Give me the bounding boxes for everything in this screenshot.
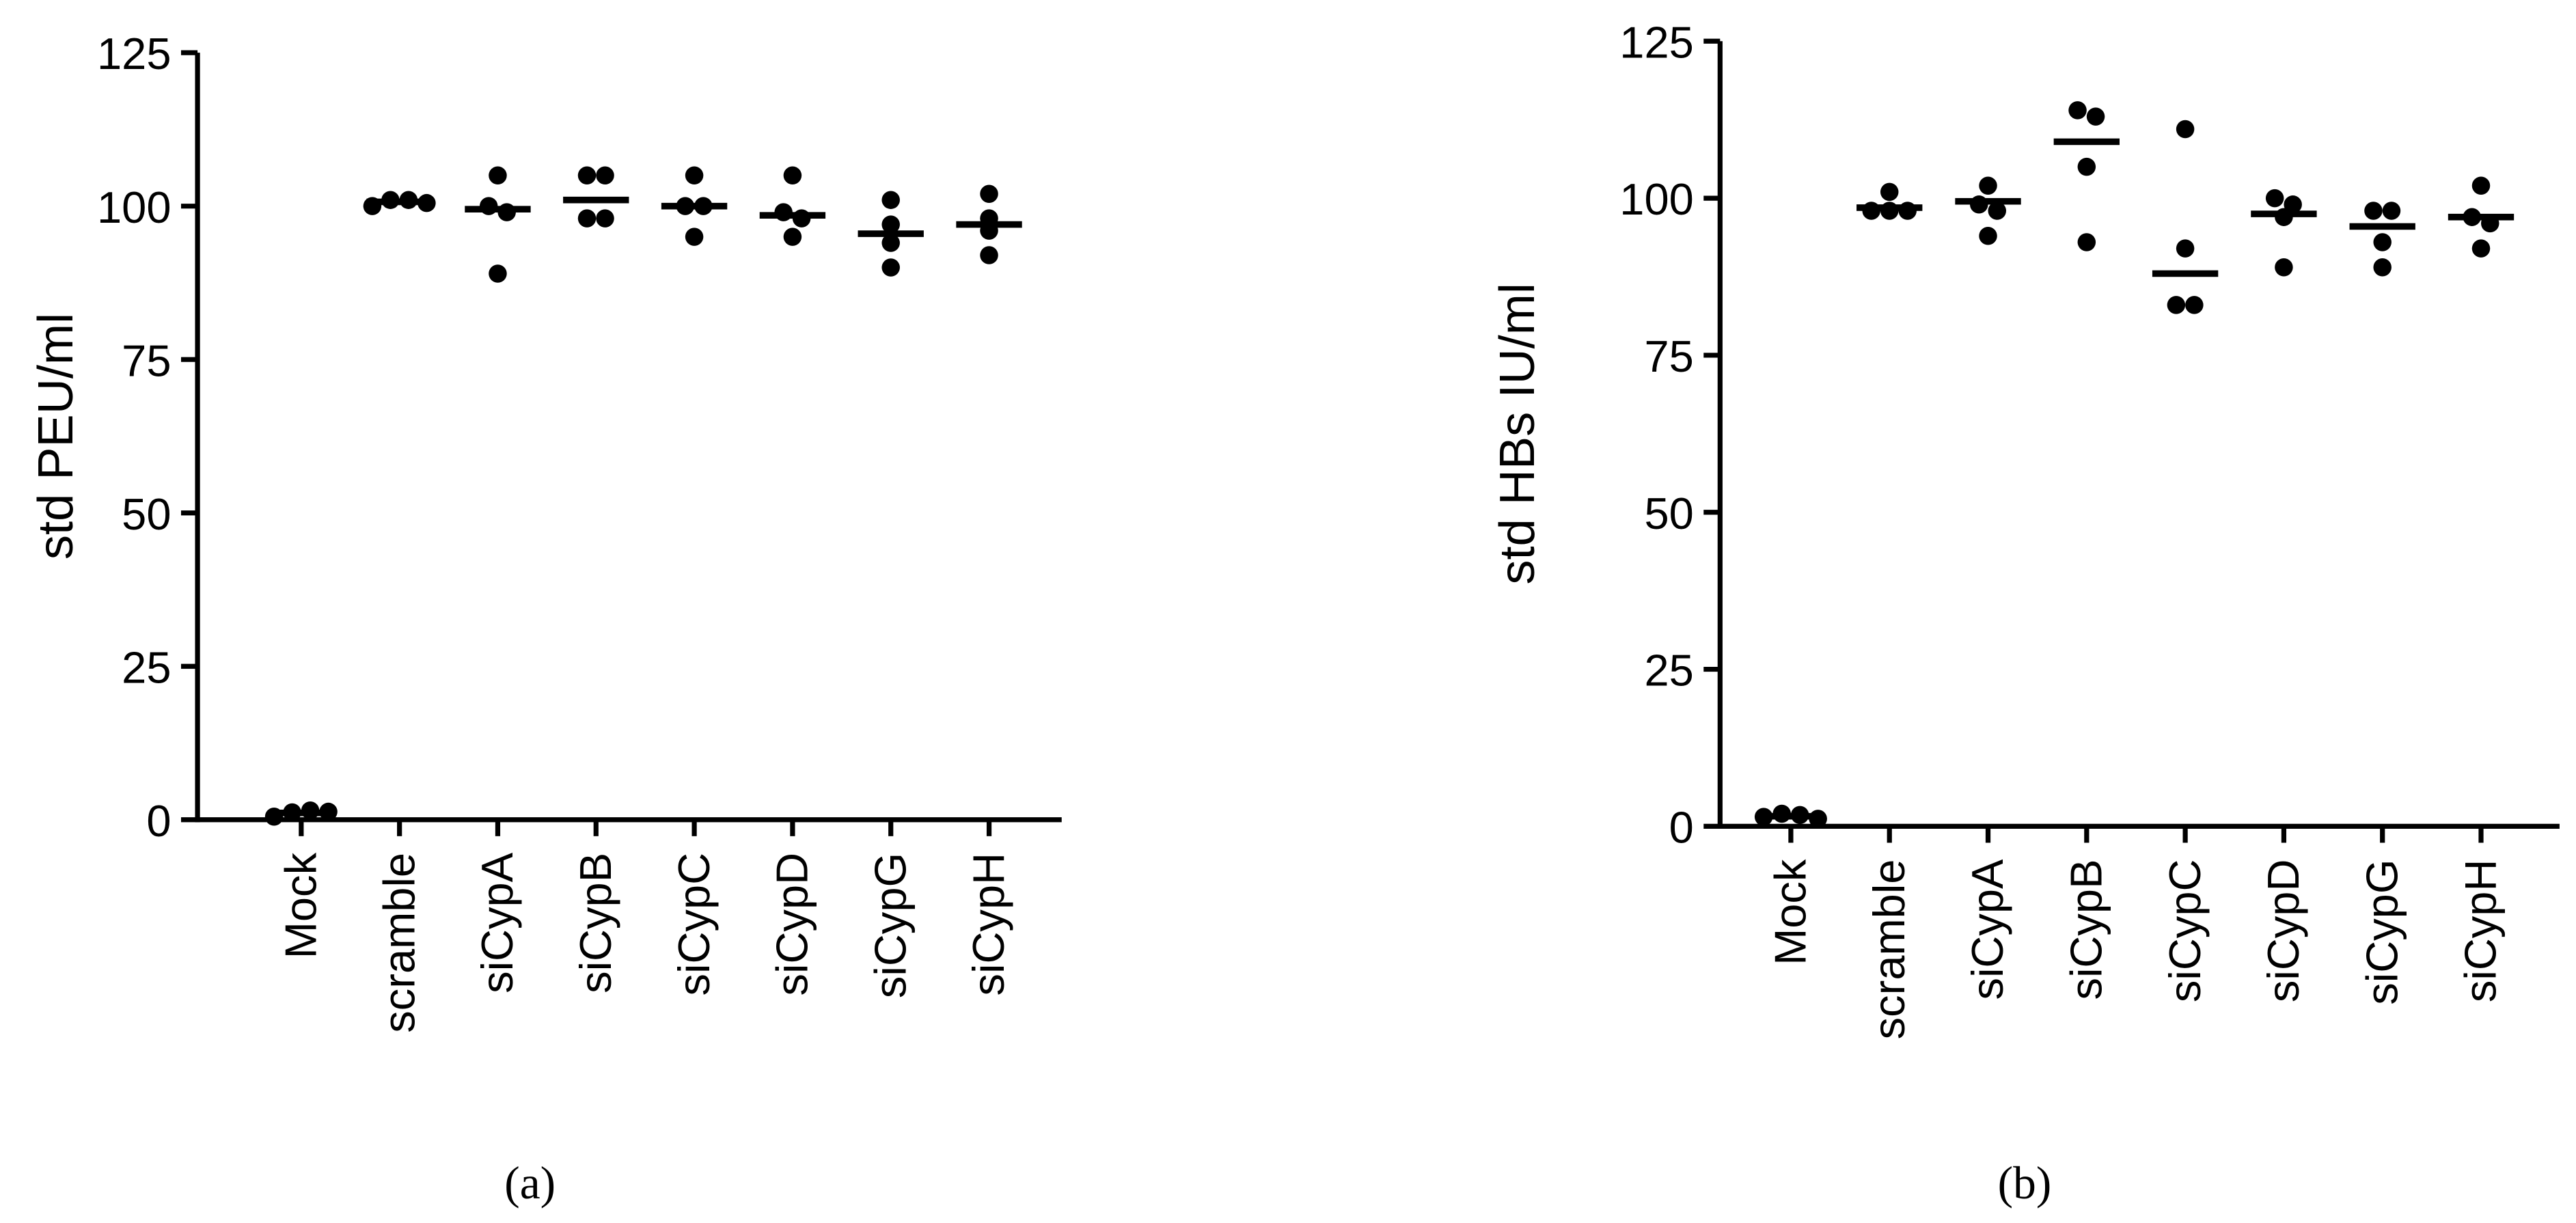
y-tick-label: 100 [1619,174,1694,224]
x-tick-label: siCypD [767,853,817,996]
data-point [1988,202,2007,220]
data-point [2086,107,2105,126]
x-tick-label: siCypG [2357,860,2407,1005]
data-point [1880,182,1899,202]
x-tick-label: siCypC [2160,860,2210,1003]
data-point [2471,239,2491,258]
x-tick-label: Mock [276,852,326,959]
x-tick-label: siCypG [865,853,915,998]
y-tick-label: 50 [122,489,171,539]
data-point [881,191,900,209]
x-tick-label: siCypD [2258,860,2308,1003]
y-tick-label: 25 [122,642,171,692]
x-tick-label: siCypH [963,853,1013,996]
data-point [2382,202,2401,220]
data-point [2077,157,2096,176]
x-tick-label: siCypA [1962,859,2012,1000]
data-point [2373,258,2392,277]
data-point [2068,101,2087,120]
y-axis-label: std HBs IU/ml [1490,283,1545,585]
caption: (a) [504,1157,556,1209]
data-point [881,258,900,277]
y-tick-label: 100 [97,182,172,232]
y-tick-label: 0 [1669,802,1694,852]
x-tick-label: scramble [1864,860,1914,1040]
data-point [577,209,597,228]
x-tick-label: siCypA [472,852,522,993]
y-tick-label: 125 [1619,17,1694,67]
data-point [2284,195,2302,214]
data-point [596,166,614,185]
data-point [2176,239,2195,258]
data-point [2176,120,2195,139]
x-tick-label: siCypC [669,853,719,996]
y-tick-label: 25 [1644,646,1693,696]
y-tick-label: 75 [122,335,171,385]
x-tick-label: scramble [374,853,424,1033]
data-point [980,246,998,264]
data-point [2265,189,2284,208]
data-point [685,228,704,246]
data-point [1979,176,1997,195]
y-tick-label: 0 [146,796,171,846]
data-point [489,166,507,185]
y-tick-label: 125 [97,29,172,79]
data-point [2364,202,2383,220]
data-point [881,215,900,234]
data-point [2275,258,2293,277]
data-point [980,184,998,203]
data-point [2167,296,2186,314]
data-point [2185,296,2204,314]
data-point [1979,227,1997,245]
x-tick-label: siCypB [571,853,620,993]
data-point [685,166,704,185]
data-point [881,234,900,252]
data-point [783,228,802,246]
data-point [596,209,614,228]
x-tick-label: Mock [1766,859,1815,965]
y-axis-label: std PEU/ml [29,313,83,560]
data-point [2471,176,2491,195]
caption: (b) [1998,1157,2052,1209]
data-point [489,264,507,283]
data-point [783,166,802,185]
y-tick-label: 50 [1644,489,1693,538]
x-tick-label: siCypB [2061,860,2111,1000]
x-tick-label: siCypH [2456,860,2506,1003]
y-tick-label: 75 [1644,331,1693,381]
data-point [577,166,597,185]
data-point [2077,233,2096,251]
data-point [2373,233,2392,251]
